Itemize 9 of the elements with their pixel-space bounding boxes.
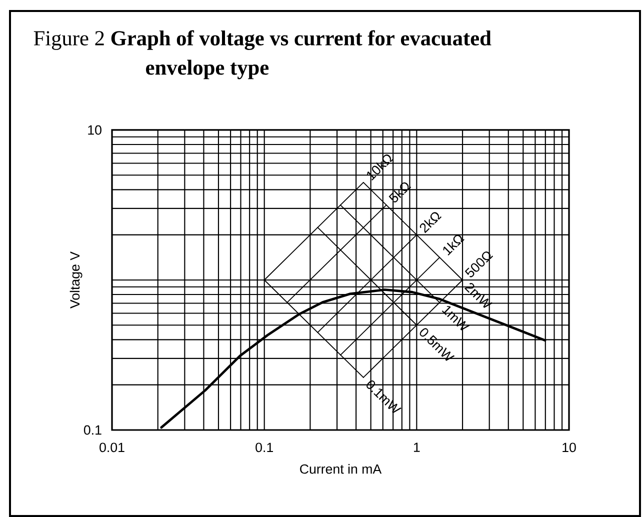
x-axis-title: Current in mA: [300, 464, 382, 474]
y-axis-title: Voltage V: [70, 252, 82, 308]
x-tick-label: 0.1: [256, 442, 273, 452]
x-tick-label: 1: [414, 442, 420, 452]
text: 2kΩ: [420, 212, 442, 234]
chart-title: Figure 2 Graph of voltage vs current for evacuated envelope type: [34, 30, 492, 80]
text: 1kΩ: [443, 234, 464, 256]
x-tick-label: 0.01: [100, 442, 124, 452]
x-tick-label: 10: [562, 442, 576, 452]
